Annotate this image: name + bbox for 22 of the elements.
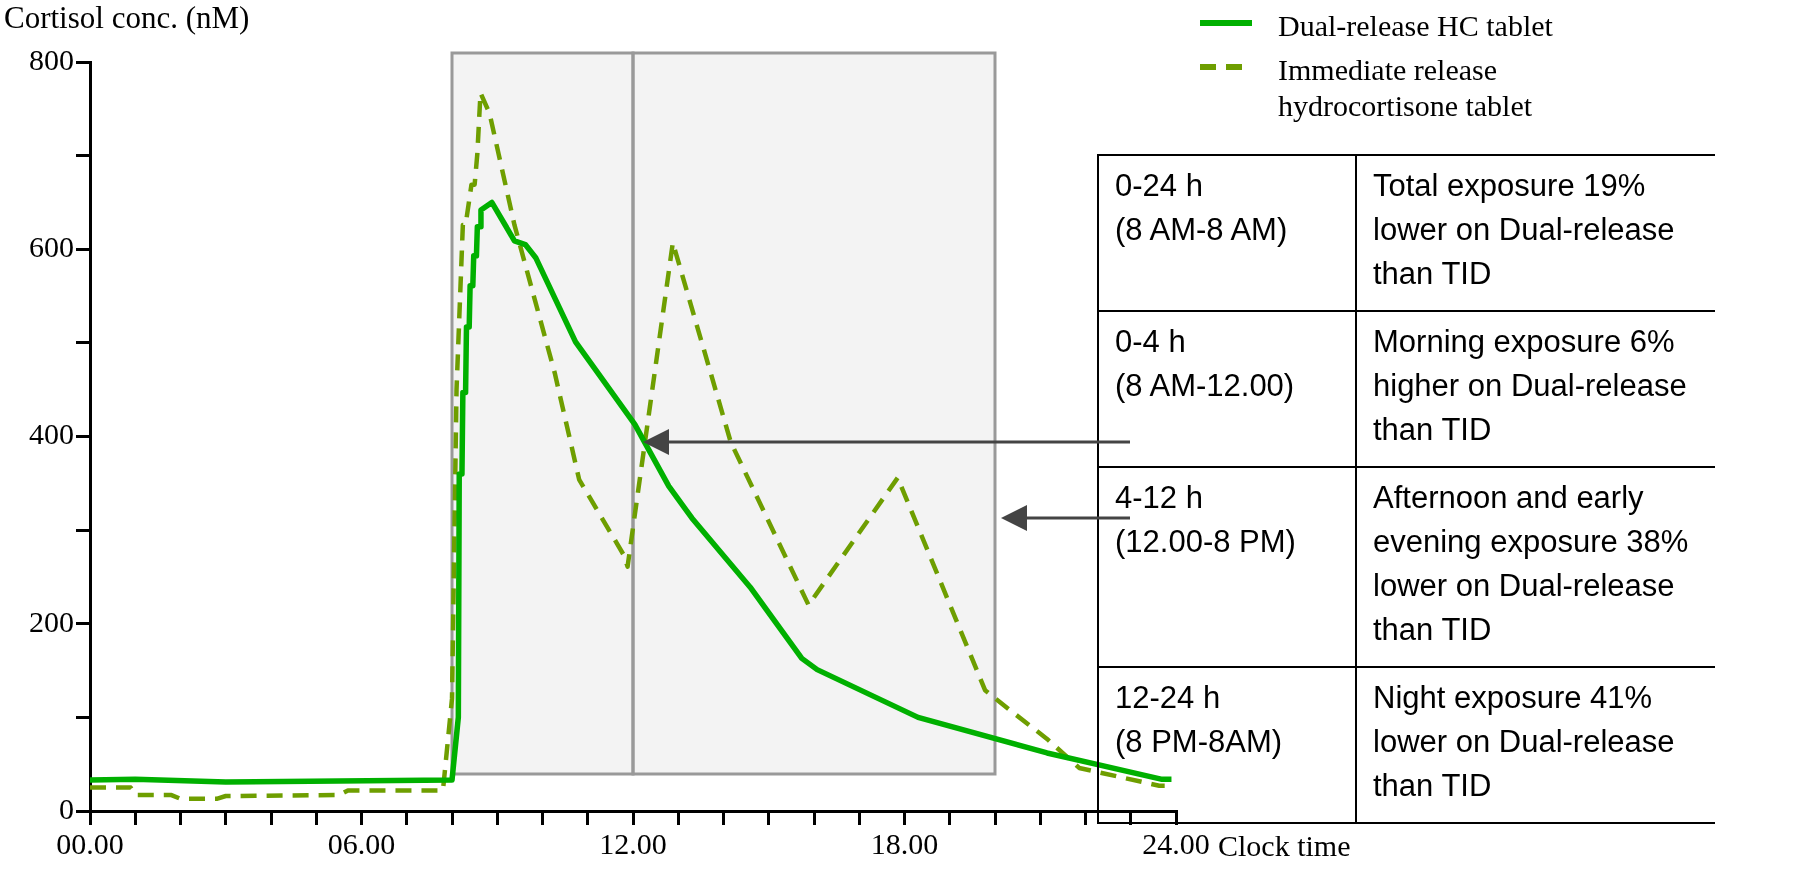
x-axis-title: Clock time	[1218, 829, 1351, 863]
text: Morning exposure 6% higher on Dual-release than TID	[1356, 311, 1715, 467]
y-tick-label: 800	[29, 42, 74, 76]
text: Total exposure 19% lower on Dual-release than TID	[1356, 155, 1715, 311]
legend-label: Dual-release HC tablet	[1278, 8, 1554, 44]
y-tick-label: 400	[29, 417, 74, 451]
annotation: 0-4 h (8 AM-12.00)	[1098, 311, 1356, 467]
x-tick-label: 12.00	[599, 826, 667, 860]
y-axis-title: Cortisol conc. (nM)	[4, 0, 250, 36]
y-tick-label: 200	[29, 604, 74, 638]
x-tick-label: 24.00	[1142, 826, 1210, 860]
x-tick-label: 18.00	[870, 826, 939, 860]
annotation: 12-24 h (8 PM-8AM)	[1098, 667, 1356, 823]
text: Night exposure 41% lower on Dual-release than TID	[1356, 667, 1715, 823]
x-tick-label: 00.00	[56, 826, 124, 860]
text: Afternoon and early evening exposure 38% lower on Dual-release than TID	[1356, 467, 1715, 667]
y-tick-label: 0	[59, 791, 74, 825]
annotation: 4-12 h (12.00-8 PM)	[1098, 467, 1356, 667]
x-tick-label: 06.00	[327, 826, 396, 860]
annotation: 0-24 h (8 AM-8 AM)	[1098, 155, 1356, 311]
legend-label: Immediate release hydrocortisone tablet	[1278, 52, 1534, 124]
y-tick-label: 600	[29, 230, 74, 264]
